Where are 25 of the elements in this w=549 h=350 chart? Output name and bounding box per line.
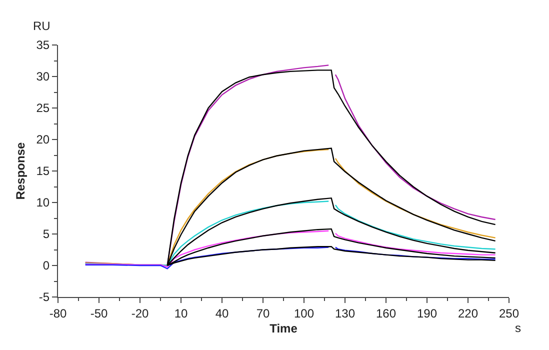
x-tick-label: 100 [294,306,314,320]
y-tick-label: 15 [36,164,50,178]
x-tick-label: 190 [416,306,438,320]
x-tick-label: 160 [376,306,396,320]
x-tick-label: 10 [174,306,188,320]
y-tick-label: -5 [38,290,50,304]
x-tick-label: 130 [334,306,356,320]
y-tick-label: 30 [36,70,50,84]
x-tick-label: 70 [256,306,270,320]
x-tick-label: 220 [458,306,478,320]
y-tick-label: 25 [36,101,50,116]
x-axis-title: Time [270,321,298,336]
y-tick-label: 10 [36,196,50,210]
text: RU [33,19,50,33]
y-tick-label: 5 [42,227,50,242]
y-tick-label: 35 [36,38,50,52]
y-axis-title: Response [14,142,28,200]
y-tick-label: 20 [36,132,50,147]
text: s [515,321,521,335]
x-tick-label: -50 [90,306,108,320]
x-tick-label: 40 [215,306,229,320]
x-tick-label: -20 [131,306,149,320]
y-tick-label: 0 [42,258,50,273]
x-tick-label: 250 [498,306,520,320]
x-tick-label: -80 [49,306,67,320]
